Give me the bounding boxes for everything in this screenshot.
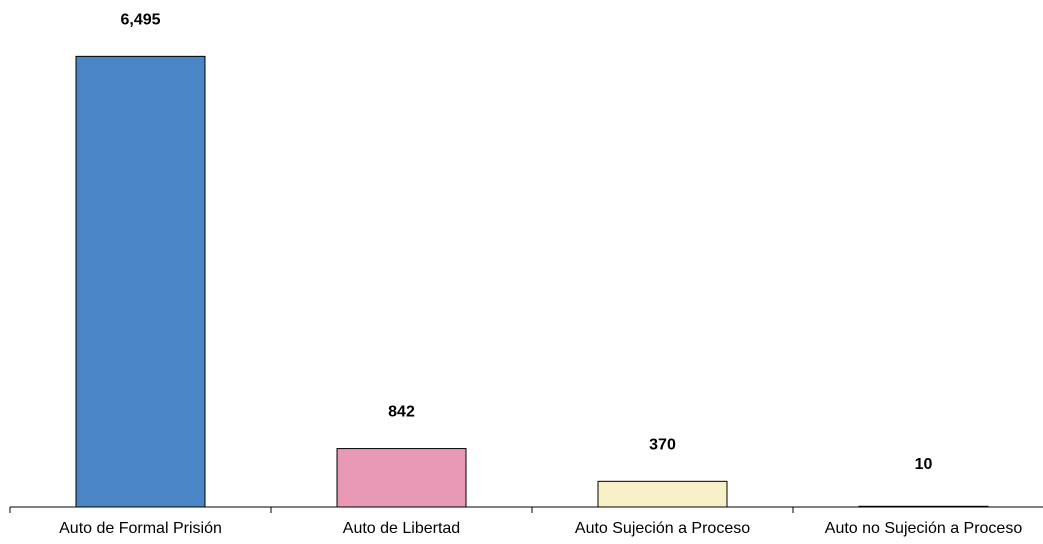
bar [336, 448, 467, 508]
bar [597, 480, 728, 508]
value-label: 6,495 [120, 11, 160, 28]
value-label: 370 [649, 436, 676, 453]
category-labels-group: Auto de Formal Prisión Auto de Libertad Au… [59, 520, 1022, 537]
category-label: Auto de Formal Prisión [59, 520, 222, 537]
x-axis-ticks [9, 507, 794, 513]
value-labels-group: 6,495 842 370 10 [120, 11, 932, 473]
value-label: 842 [388, 404, 415, 421]
category-label: Auto de Libertad [343, 520, 460, 537]
value-label: 10 [915, 456, 933, 473]
bars-group [75, 55, 989, 508]
bar [75, 55, 206, 508]
category-label: Auto no Sujeción a Proceso [825, 520, 1023, 537]
category-label: Auto Sujeción a Proceso [575, 520, 750, 537]
